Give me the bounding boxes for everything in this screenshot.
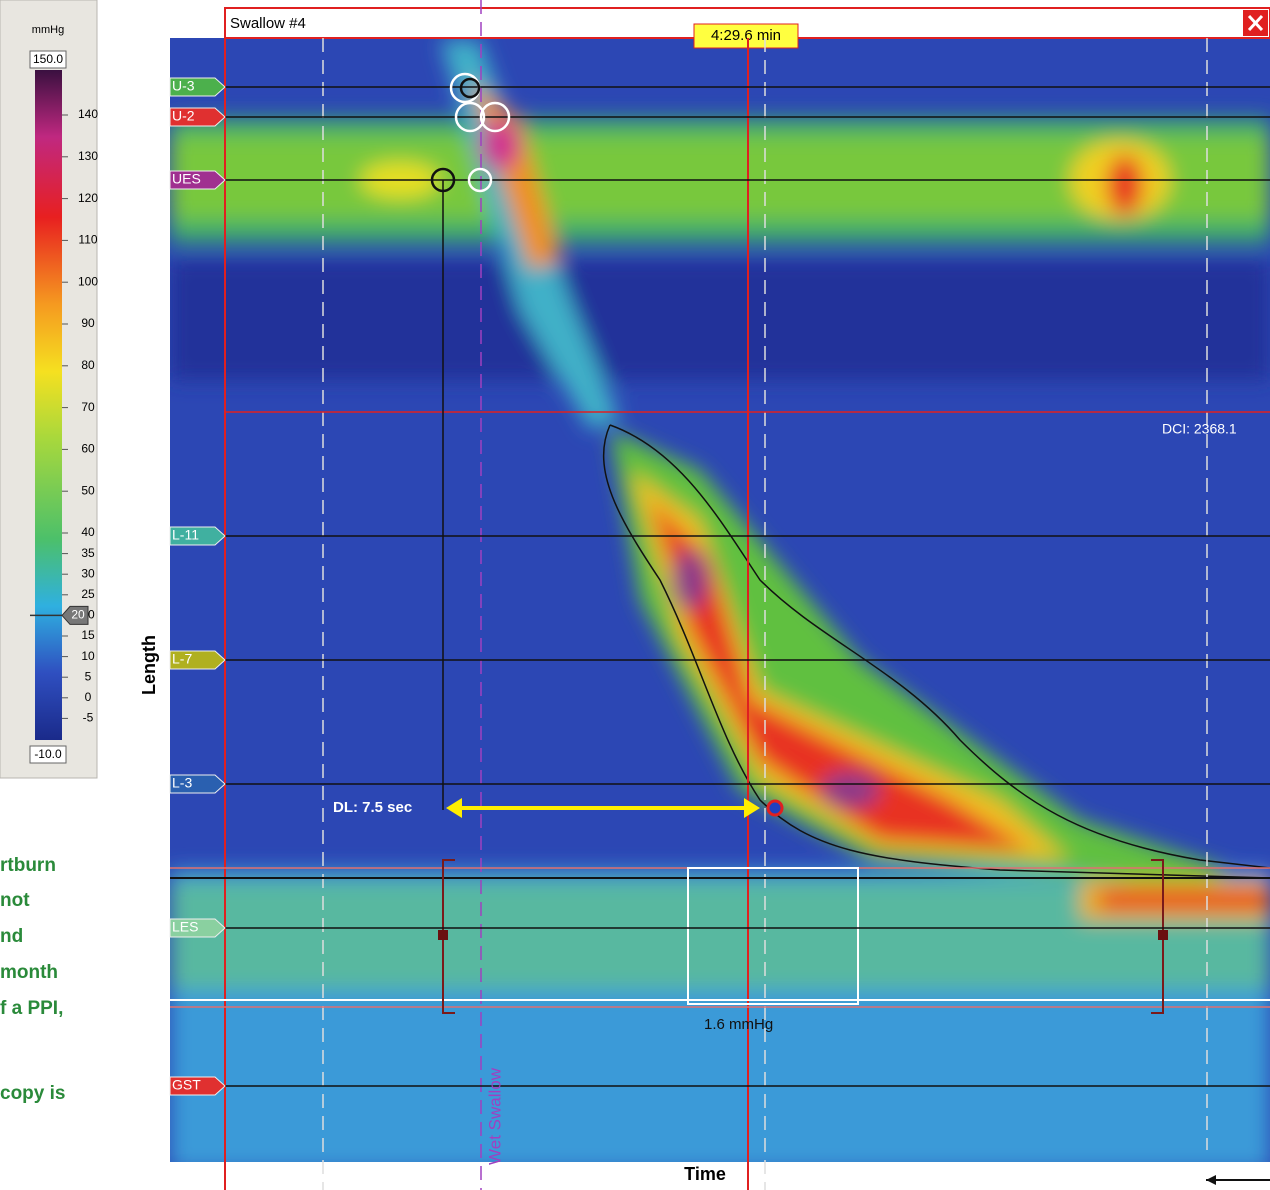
- side-text: not: [0, 890, 30, 911]
- colorbar-tick-label: 25: [81, 587, 95, 601]
- sensor-label: GST: [172, 1077, 201, 1093]
- les-pressure: 1.6 mmHg: [704, 1016, 773, 1033]
- colorbar-tick-label: 50: [81, 483, 95, 497]
- sensor-tag: [169, 526, 226, 546]
- dl-label: DL: 7.5 sec: [333, 799, 412, 816]
- min-box: [29, 745, 67, 764]
- event-label: Wet Swallow: [485, 1067, 504, 1165]
- colorbar-max: 150.0: [33, 52, 63, 66]
- time-label: 4:29.6 min: [711, 27, 781, 44]
- swallow-title: Swallow #4: [230, 15, 306, 32]
- colorbar-tick-label: 120: [78, 191, 98, 205]
- colorbar-min: -10.0: [34, 747, 62, 761]
- colorbar-gradient: [35, 70, 62, 740]
- max-box: [29, 50, 67, 69]
- landmarks: [430, 72, 511, 193]
- colorbar-tick-label: 5: [85, 669, 92, 683]
- sensor-label: U-2: [172, 108, 195, 124]
- colorbar-tick-label: 90: [81, 316, 95, 330]
- les-marker: [1158, 930, 1168, 940]
- sensor-label: L-7: [172, 651, 192, 667]
- sensor-tag: [169, 650, 226, 670]
- colorbar-tick-label: 110: [78, 233, 97, 247]
- threshold-label: 20: [71, 608, 85, 622]
- sensor-label: LES: [172, 919, 198, 935]
- colorbar-tick-label: 70: [81, 400, 95, 414]
- y-axis-label: Length: [139, 635, 159, 695]
- colorbar-tick-label: 15: [81, 628, 95, 642]
- side-text: nd: [0, 926, 23, 947]
- colorbar-tick-label: 60: [81, 442, 95, 456]
- sensor-label: UES: [172, 171, 201, 187]
- sensor-tag: [169, 918, 226, 938]
- sensor-tag: [169, 77, 226, 97]
- sensor-tag: [169, 1076, 226, 1096]
- colorbar-unit: mmHg: [32, 24, 64, 36]
- sensor-label: L-3: [172, 775, 192, 791]
- side-text: rtburn: [0, 855, 56, 876]
- colorbar-tick-label: 30: [81, 566, 95, 580]
- heatmap: [170, 38, 1270, 1162]
- time-box: [693, 23, 799, 49]
- sensor-label: U-3: [172, 78, 195, 94]
- x-axis-label: Time: [684, 1164, 726, 1184]
- markers: [322, 0, 1208, 1190]
- colorbar-tick-label: 10: [81, 649, 95, 663]
- colorbar-tick-label: 140: [78, 107, 98, 121]
- colorbar-tick-label: 130: [78, 149, 98, 163]
- colorbar-tick-label: 35: [81, 546, 95, 560]
- close-icon: [1247, 14, 1264, 32]
- side-text: copy is: [0, 1083, 65, 1104]
- sensor-tag: [169, 107, 226, 127]
- irp-box: [687, 867, 859, 1005]
- cdp-point: [766, 799, 784, 817]
- scroll-arrowhead: [1206, 1175, 1216, 1185]
- colorbar-tick-label: 80: [81, 358, 95, 372]
- colorbar-tick-label: 40: [81, 525, 95, 539]
- les-marker: [438, 930, 448, 940]
- threshold-marker: [61, 605, 89, 625]
- side-text: f a PPI,: [0, 998, 63, 1019]
- colorbar-tick-label: -5: [83, 711, 94, 725]
- sensor-label: L-11: [172, 527, 199, 543]
- sensor-tag: [169, 170, 226, 190]
- colorbar-tick-label: 100: [78, 274, 98, 288]
- side-text: month: [0, 962, 58, 983]
- colorbar-tick-label: 0: [85, 690, 92, 704]
- sensor-tag: [169, 774, 226, 794]
- dci-label: DCI: 2368.1: [1162, 421, 1237, 437]
